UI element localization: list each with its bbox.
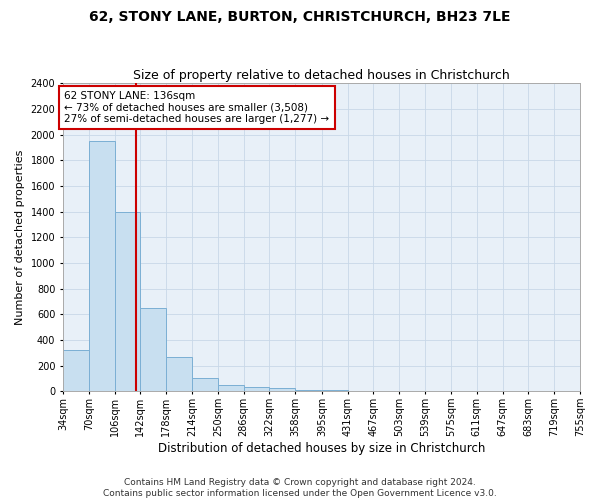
Bar [166,356,192,392]
X-axis label: Distribution of detached houses by size in Christchurch: Distribution of detached houses by size … [158,442,485,455]
Bar [89,141,115,392]
Bar [63,350,89,392]
Bar [192,378,218,392]
Bar [218,385,244,392]
Text: 62, STONY LANE, BURTON, CHRISTCHURCH, BH23 7LE: 62, STONY LANE, BURTON, CHRISTCHURCH, BH… [89,10,511,24]
Bar [244,387,269,392]
Text: 62 STONY LANE: 136sqm
← 73% of detached houses are smaller (3,508)
27% of semi-d: 62 STONY LANE: 136sqm ← 73% of detached … [64,91,329,124]
Bar [322,390,347,392]
Y-axis label: Number of detached properties: Number of detached properties [15,150,25,325]
Bar [115,212,140,392]
Bar [347,390,373,392]
Bar [295,390,321,392]
Bar [269,388,295,392]
Title: Size of property relative to detached houses in Christchurch: Size of property relative to detached ho… [133,69,510,82]
Bar [140,308,166,392]
Text: Contains HM Land Registry data © Crown copyright and database right 2024.
Contai: Contains HM Land Registry data © Crown c… [103,478,497,498]
